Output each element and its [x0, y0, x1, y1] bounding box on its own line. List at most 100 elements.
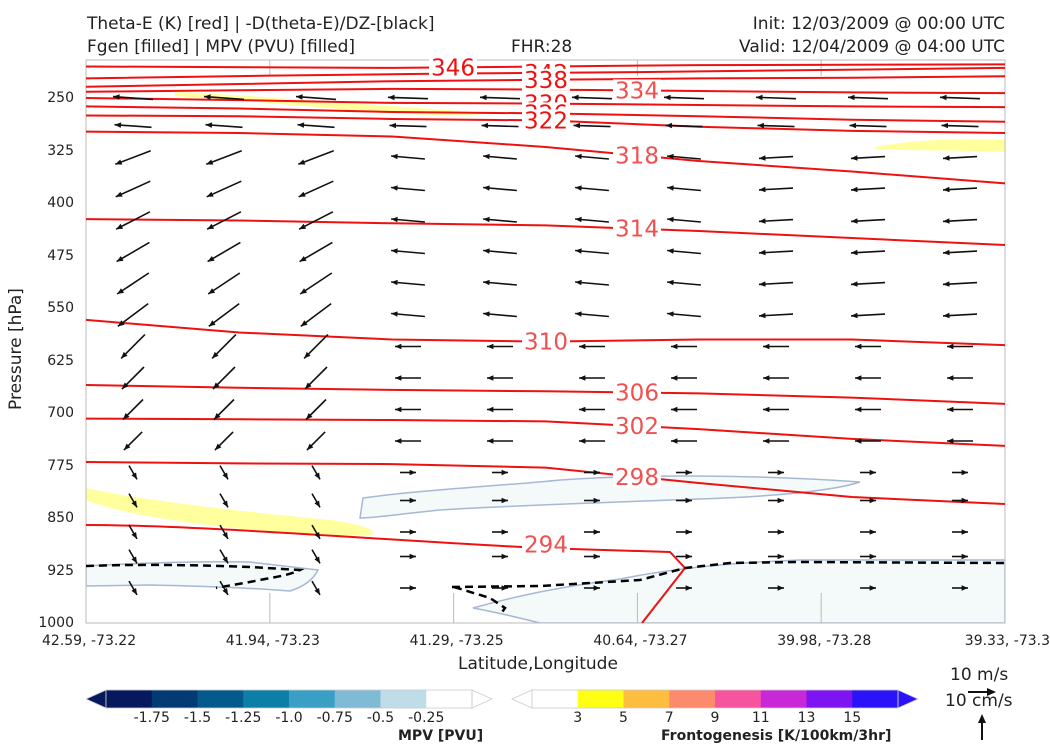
wind-vector-head — [855, 438, 862, 444]
x-tick-marks — [85, 60, 1006, 623]
wind-vector-head — [121, 351, 128, 359]
y-tick-label: 550 — [47, 300, 74, 316]
wind-vector-head — [961, 529, 968, 535]
wind-vector-head — [123, 443, 131, 451]
wind-vector-head — [667, 185, 674, 191]
colorbar-tick-label: 15 — [843, 710, 862, 726]
theta-e-contour-314 — [86, 218, 1005, 246]
colorbar-tick-label: -0.25 — [408, 710, 445, 726]
y-tick-label: 475 — [47, 247, 74, 264]
mpv-fill-left — [86, 560, 320, 592]
wind-vector-head — [664, 94, 671, 101]
wind-vector-head — [131, 588, 137, 595]
y-tick-label: 775 — [47, 457, 74, 474]
colorbar-extend-high — [897, 689, 919, 709]
wind-vector-head — [685, 529, 692, 535]
wind-vector-head — [395, 375, 402, 381]
contour-label-302: 302 — [615, 414, 659, 440]
contour-label-bg — [522, 533, 570, 556]
wind-vector-head — [306, 413, 313, 420]
reference-vertical-label: 10 cm/s — [945, 691, 1013, 711]
wind-vector-head — [204, 94, 211, 100]
wind-vector-head — [391, 248, 398, 254]
wind-vector — [847, 96, 889, 100]
contour-label-322: 322 — [524, 108, 568, 134]
wind-vector-head — [501, 553, 508, 560]
wind-vector-head — [579, 406, 586, 413]
wind-vector-head — [572, 94, 579, 101]
wind-vector-head — [298, 159, 306, 165]
wind-vector-head — [501, 497, 508, 504]
wind-vector-head — [388, 94, 395, 101]
wind-vector-head — [855, 406, 862, 413]
wind-vector-head — [593, 497, 600, 504]
wind-vector-head — [947, 406, 954, 413]
wind-vector-head — [961, 585, 968, 591]
wind-vector-head — [869, 553, 876, 560]
fgen-fill-lower — [86, 488, 374, 536]
wind-vector-head — [667, 279, 674, 286]
wind-vector-head — [763, 406, 770, 413]
wind-vector-head — [297, 122, 305, 128]
wind-vector-head — [205, 122, 213, 128]
wind-vector-head — [593, 529, 600, 535]
x-tick-label: 42.59, -73.22 — [42, 633, 137, 649]
wind-vector-head — [409, 529, 416, 535]
colorbar-swatch — [334, 690, 381, 708]
wind-vector-head — [501, 529, 508, 535]
wind-vector — [939, 96, 981, 100]
wind-vector-head — [947, 438, 954, 444]
contour-label-bg — [613, 381, 661, 404]
wind-vector-head — [483, 248, 490, 254]
x-tick-label: 41.94, -73.23 — [225, 633, 320, 649]
colorbar-tick-label: 9 — [710, 710, 720, 726]
contour-label-bg — [522, 109, 570, 132]
wind-vector-head — [298, 191, 306, 197]
theta-e-contour-302 — [86, 417, 1005, 447]
wind-vector-head — [123, 413, 130, 420]
wind-vector-head — [665, 122, 672, 129]
fgen-colorbar-label: Frontogenesis [K/100km/3hr] — [661, 728, 892, 744]
wind-vector-head — [483, 311, 490, 317]
colorbar-swatch — [669, 690, 716, 708]
wind-vector-head — [501, 469, 508, 476]
wind-vector-head — [206, 159, 214, 165]
wind-vector-head — [395, 406, 402, 413]
wind-vector-head — [763, 438, 770, 444]
wind-vector-head — [940, 94, 947, 101]
colorbar-swatch — [426, 690, 473, 708]
contour-label-bg — [429, 56, 477, 79]
wind-vector-head — [777, 553, 784, 560]
y-tick-label: 925 — [47, 562, 74, 579]
wind-vector-head — [391, 279, 398, 286]
wind-vector-head — [759, 249, 766, 256]
init-time: Init: 12/03/2009 @ 00:00 UTC — [752, 14, 1005, 34]
contour-label-314: 314 — [615, 217, 659, 243]
mpv-fill-center — [359, 475, 861, 519]
wind-vector-head — [777, 497, 784, 504]
wind-vector-head — [480, 94, 487, 101]
wind-vector-head — [579, 343, 586, 350]
colorbar-extend-high — [471, 689, 493, 709]
wind-vector-head — [114, 122, 122, 128]
wind-vector-head — [206, 191, 214, 197]
mpv-fill-right — [472, 559, 1005, 623]
wind-vector-head — [855, 375, 862, 381]
wind-vector-head — [685, 553, 692, 560]
y-axis-label: Pressure [hPa] — [6, 288, 26, 410]
forecast-hour: FHR:28 — [511, 37, 573, 57]
reference-horizontal-label: 10 m/s — [950, 665, 1009, 685]
wind-vector-head — [409, 469, 416, 476]
valid-time: Valid: 12/04/2009 @ 04:00 UTC — [739, 37, 1005, 57]
wind-vector-head — [961, 497, 968, 504]
wind-vector-head — [487, 343, 494, 350]
mpv-colorbar — [85, 689, 493, 709]
wind-vector-head — [575, 279, 582, 286]
wind-vector-head — [759, 155, 766, 161]
wind-vector-head — [305, 382, 312, 389]
wind-vector-head — [213, 382, 220, 389]
x-tick-label: 41.29, -73.25 — [409, 633, 504, 649]
wind-vector-head — [667, 216, 674, 223]
wind-vector-head — [391, 185, 398, 191]
wind-vector-head — [575, 185, 582, 191]
